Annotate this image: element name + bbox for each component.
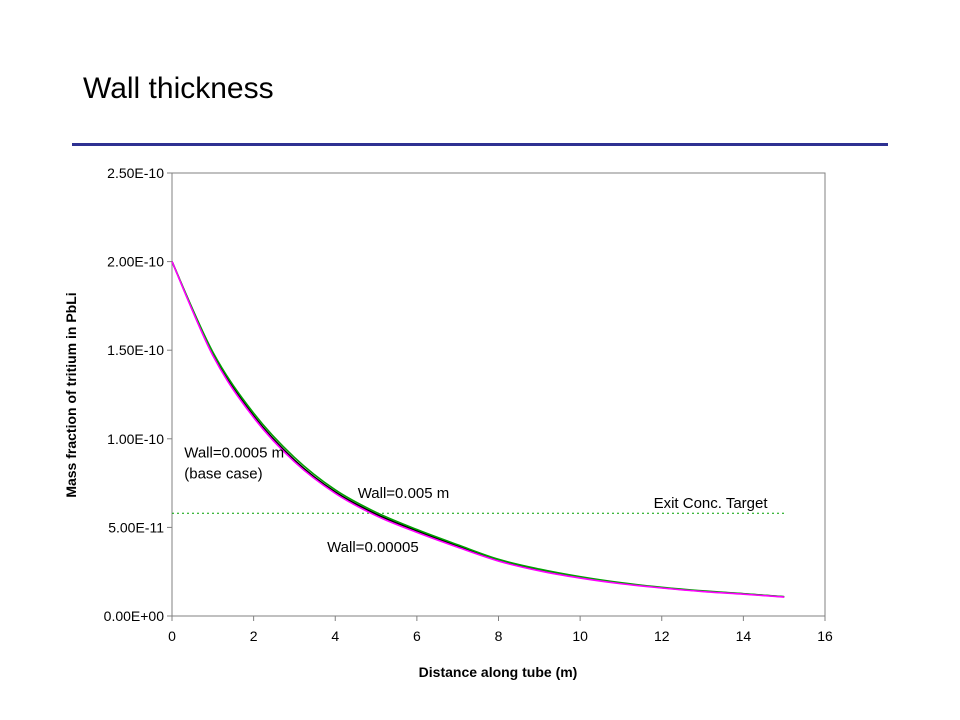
x-tick-label: 0 — [168, 628, 176, 644]
x-tick-label: 10 — [572, 628, 588, 644]
annotation-label: Wall=0.005 m — [358, 485, 450, 502]
title-divider — [72, 143, 888, 146]
x-tick-label: 4 — [331, 628, 339, 644]
y-tick-label: 2.50E-10 — [107, 165, 164, 181]
plot-area — [171, 172, 826, 617]
x-tick-label: 8 — [495, 628, 503, 644]
y-axis-title: Mass fraction of tritium in PbLi — [63, 292, 79, 497]
x-tick-label: 2 — [250, 628, 258, 644]
annotation-layer: Wall=0.0005 m (base case) Wall=0.005 m Wall… — [184, 444, 768, 556]
y-axis: 0.00E+00 5.00E-11 1.00E-10 1.50E-10 2.00E-10… — [104, 165, 172, 624]
y-tick-label: 1.50E-10 — [107, 342, 164, 358]
x-tick-label: 16 — [817, 628, 833, 644]
y-tick-label: 5.00E-11 — [108, 519, 164, 535]
annotation-label: Wall=0.00005 — [327, 539, 419, 556]
annotation-label: Exit Conc. Target — [654, 495, 769, 512]
x-tick-label: 6 — [413, 628, 421, 644]
slide-title: Wall thickness — [83, 72, 274, 105]
x-axis: 0 2 4 6 8 10 12 14 16 — [168, 616, 833, 644]
x-tick-label: 12 — [654, 628, 670, 644]
x-axis-title: Distance along tube (m) — [419, 664, 578, 680]
annotation-label: Wall=0.0005 m — [184, 444, 284, 461]
y-tick-label: 0.00E+00 — [104, 608, 165, 624]
series-layer — [171, 261, 785, 598]
annotation-label: (base case) — [184, 465, 262, 482]
x-tick-label: 14 — [736, 628, 752, 644]
y-tick-label: 2.00E-10 — [107, 254, 164, 270]
y-tick-label: 1.00E-10 — [107, 431, 164, 447]
series-line-2 — [171, 261, 785, 598]
